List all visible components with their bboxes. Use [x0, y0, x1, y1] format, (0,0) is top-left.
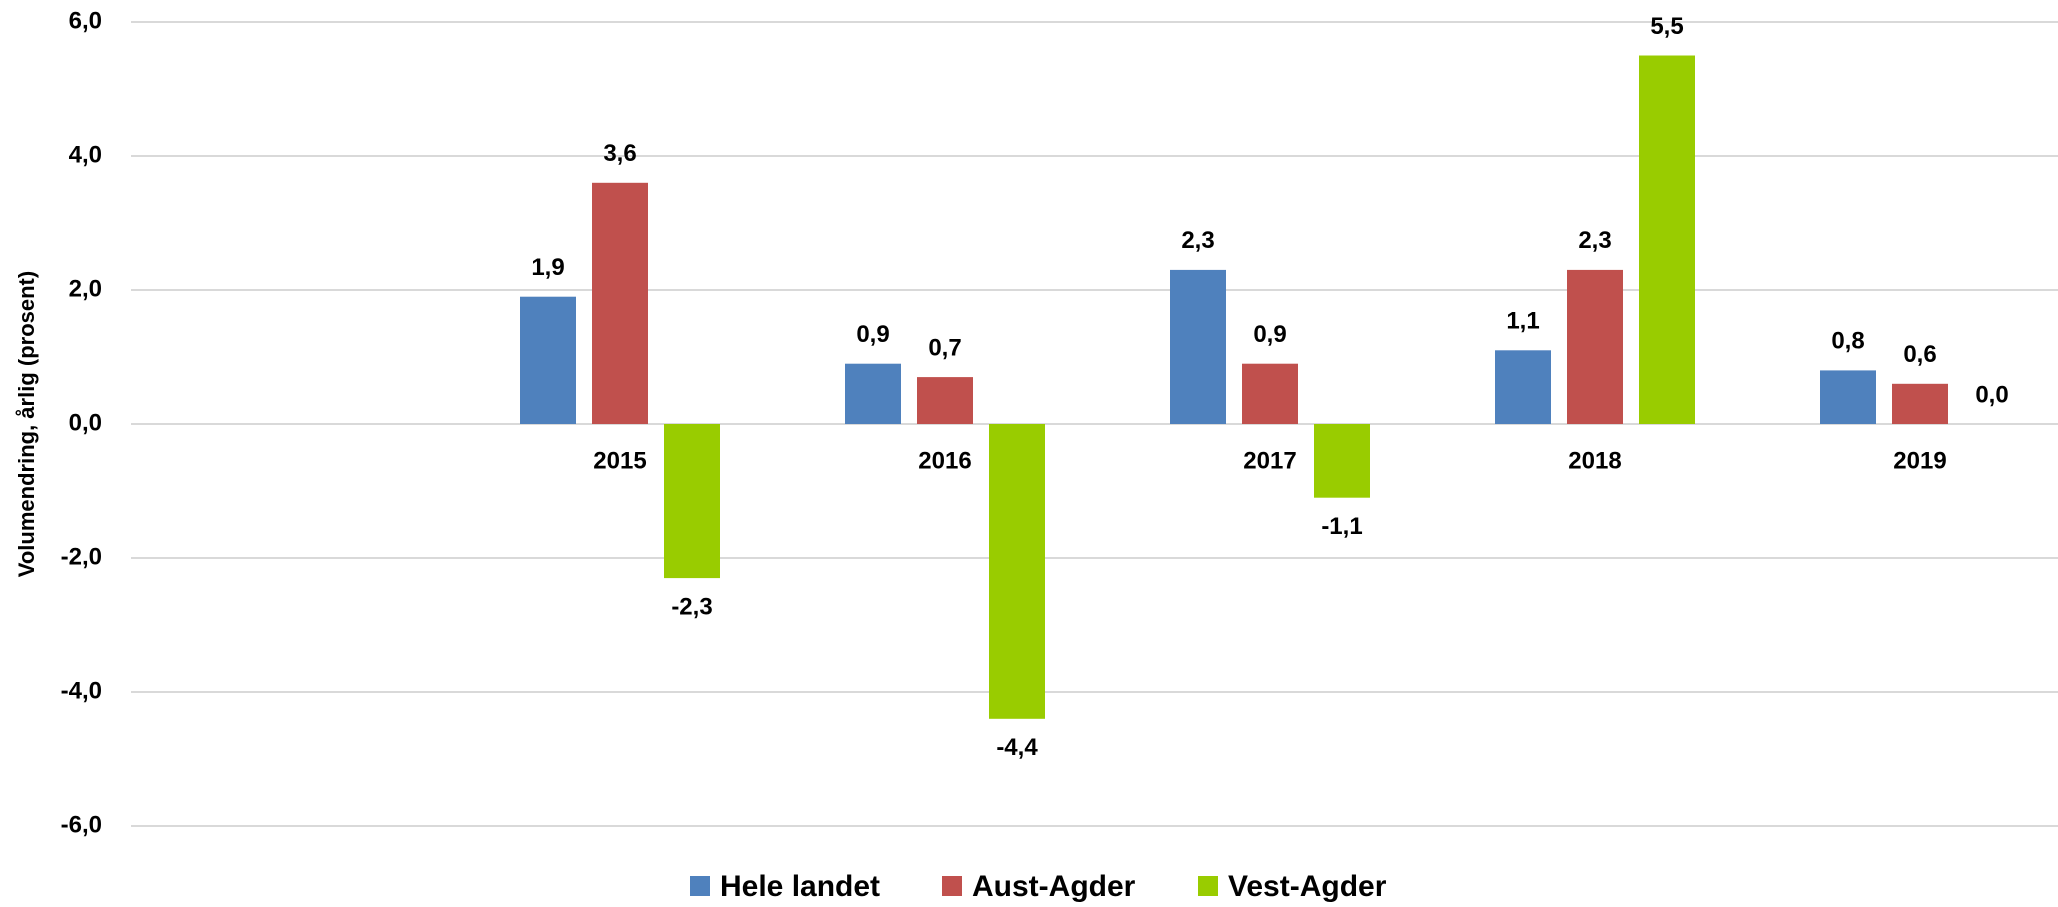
x-tick-label: 2017: [1243, 447, 1296, 474]
legend-swatch: [690, 876, 710, 896]
data-label: -4,4: [996, 734, 1038, 761]
bar: [1639, 55, 1695, 424]
legend-label: Vest-Agder: [1228, 870, 1387, 903]
x-tick-label: 2018: [1568, 447, 1621, 474]
bar: [989, 424, 1045, 719]
data-label: 2,3: [1578, 227, 1611, 254]
legend-label: Aust-Agder: [972, 870, 1136, 903]
data-label: 2,3: [1181, 227, 1214, 254]
bar: [845, 363, 901, 424]
x-tick-label: 2016: [918, 447, 971, 474]
x-tick-label: 2015: [593, 447, 646, 474]
bar: [520, 296, 576, 424]
bar: [1820, 370, 1876, 424]
data-label: 0,9: [856, 321, 889, 348]
y-tick-label: -6,0: [61, 811, 102, 838]
bar: [917, 377, 973, 424]
bar: [664, 424, 720, 579]
bar: [1314, 424, 1370, 498]
legend-swatch: [942, 876, 962, 896]
legend-swatch: [1198, 876, 1218, 896]
y-tick-label: -2,0: [61, 543, 102, 570]
data-label: 0,9: [1253, 321, 1286, 348]
bar: [1170, 269, 1226, 424]
data-label: -2,3: [671, 593, 712, 620]
data-label: 3,6: [603, 140, 636, 167]
data-label: 0,6: [1903, 341, 1936, 368]
legend-label: Hele landet: [720, 870, 880, 903]
y-tick-label: 6,0: [69, 7, 102, 34]
data-label: 5,5: [1650, 13, 1683, 40]
legend: Hele landet Aust-Agder Vest-Agder: [690, 870, 1387, 903]
data-label: -1,1: [1321, 513, 1362, 540]
data-label: 0,7: [928, 334, 961, 361]
bar: [592, 182, 648, 424]
bar: [1567, 269, 1623, 424]
y-tick-label: 0,0: [69, 409, 102, 436]
bar: [1495, 350, 1551, 424]
data-label: 0,0: [1975, 381, 2008, 408]
y-tick-label: -4,0: [61, 677, 102, 704]
x-tick-label: 2019: [1893, 447, 1946, 474]
data-label: 1,9: [531, 254, 564, 281]
y-tick-label: 4,0: [69, 141, 102, 168]
data-label: 1,1: [1506, 308, 1539, 335]
data-label: 0,8: [1831, 328, 1864, 355]
y-tick-label: 2,0: [69, 275, 102, 302]
bar: [1242, 363, 1298, 424]
y-axis-title: Volumendring, årlig (prosent): [14, 271, 39, 577]
bar: [1892, 383, 1948, 424]
